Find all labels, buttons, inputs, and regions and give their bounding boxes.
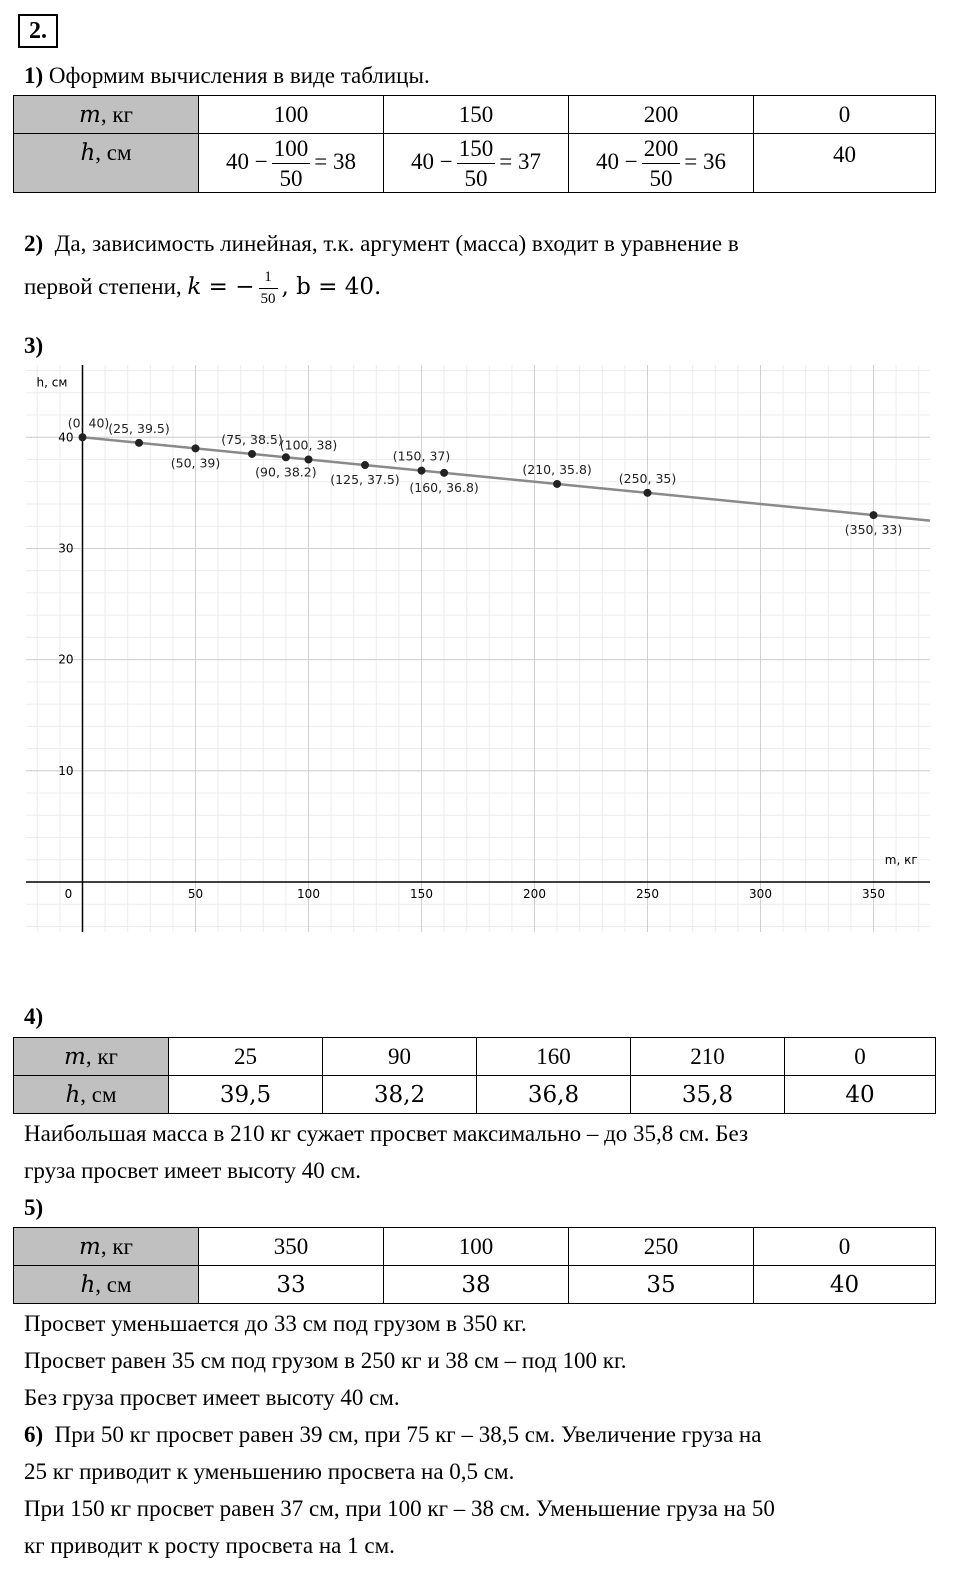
data-point <box>281 453 290 462</box>
x-tick-label: 150 <box>410 887 433 901</box>
point-label: (150, 37) <box>393 449 450 464</box>
point-label: (0, 40) <box>68 415 110 430</box>
table-cell: 150 <box>383 95 569 134</box>
table-cell: 350 <box>198 1227 384 1266</box>
data-point <box>869 511 878 520</box>
x-tick-label: 350 <box>862 887 885 901</box>
data-point <box>248 449 256 458</box>
y-tick-label: 10 <box>58 764 73 778</box>
row-header-m: m, кг <box>13 95 199 134</box>
tick-labels: 0 50 100 150 200 250 300 350 10 20 30 40 <box>58 430 885 901</box>
y-tick-label: 30 <box>58 541 73 555</box>
table-cell: 0 <box>784 1037 936 1076</box>
part1-intro: 1) Оформим вычисления в виде таблицы. <box>24 57 430 94</box>
y-axis-label: h, см <box>37 376 68 390</box>
part6-text3: При 150 кг просвет равен 37 см, при 100 … <box>24 1496 775 1521</box>
part1-label: 1) <box>24 63 44 88</box>
part5-text1: Просвет уменьшается до 33 см под грузом … <box>24 1311 527 1336</box>
data-point <box>304 455 313 464</box>
row-header-m: m, кг <box>13 1227 199 1266</box>
part2-line2: первой степени, k = −1 50, b = 40. <box>24 269 382 308</box>
data-point <box>440 468 449 477</box>
table-cell: 200 <box>568 95 754 134</box>
table-cell: 38,2 <box>322 1075 477 1114</box>
y-tick-label: 20 <box>58 653 73 667</box>
table-cell: 36,8 <box>476 1075 631 1114</box>
point-label: (210, 35.8) <box>522 462 591 477</box>
part4-text2: груза просвет имеет высоту 40 см. <box>24 1158 362 1183</box>
point-label: (75, 38.5) <box>221 432 282 447</box>
x-tick-label: 250 <box>636 887 659 901</box>
point-label: (250, 35) <box>619 471 676 486</box>
part4-text1: Наибольшая масса в 210 кг сужает просвет… <box>24 1121 749 1146</box>
table-cell: 160 <box>476 1037 631 1076</box>
formula-cell: 40 −150 50 = 37 <box>383 133 569 193</box>
table-cell: 90 <box>322 1037 477 1076</box>
part6-text1: 6) При 50 кг просвет равен 39 см, при 75… <box>24 1422 762 1447</box>
point-label: (50, 39) <box>171 455 221 470</box>
row-header-h: h, см <box>13 1265 199 1304</box>
row-header-m: m, кг <box>13 1037 169 1076</box>
table-cell: 210 <box>630 1037 785 1076</box>
table-4: m, кг 25 90 160 210 0 h, см 39,5 38,2 36… <box>13 1037 936 1114</box>
table-cell: 100 <box>383 1227 569 1266</box>
series-line <box>82 436 931 522</box>
part5-text3: Без груза просвет имеет высоту 40 см. <box>24 1385 400 1410</box>
table-cell: 40 <box>753 133 936 193</box>
point-label: (25, 39.5) <box>108 421 169 436</box>
line-chart: 0 50 100 150 200 250 300 350 10 20 30 40 h, см m, к… <box>26 365 931 932</box>
grid-minor <box>26 365 930 932</box>
row-header-h: h, см <box>13 133 199 193</box>
table-cell: 25 <box>168 1037 323 1076</box>
table-cell: 33 <box>198 1265 384 1304</box>
part3-label: 3) <box>24 333 44 358</box>
point-label: (90, 38.2) <box>255 464 316 479</box>
x-tick-label: 200 <box>523 887 546 901</box>
row-header-h: h, см <box>13 1075 169 1114</box>
table-cell: 250 <box>568 1227 754 1266</box>
part5-label: 5) <box>24 1195 44 1220</box>
data-points: (0, 40)(25, 39.5) (50, 39)(75, 38.5) (90, … <box>68 415 903 537</box>
x-tick-label: 50 <box>188 887 203 901</box>
part6-text4: кг приводит к росту просвета на 1 см. <box>24 1533 395 1558</box>
point-label: (160, 36.8) <box>409 480 478 495</box>
x-tick-label: 0 <box>65 887 73 901</box>
formula-cell: 40 −100 50 = 38 <box>198 133 384 193</box>
x-axis-label: m, кг <box>885 853 918 867</box>
table-cell: 39,5 <box>168 1075 323 1114</box>
part6-text2: 25 кг приводит к уменьшению просвета на … <box>24 1459 515 1484</box>
formula-cell: 40 −200 50 = 36 <box>568 133 754 193</box>
x-tick-label: 100 <box>297 887 320 901</box>
data-point <box>643 488 652 497</box>
data-point <box>78 433 87 442</box>
x-tick-label: 300 <box>749 887 772 901</box>
part1-text: Оформим вычисления в виде таблицы. <box>48 63 430 88</box>
data-point <box>417 466 426 475</box>
table-cell: 40 <box>784 1075 936 1114</box>
point-label: (100, 38) <box>280 438 337 453</box>
table-cell: 40 <box>753 1265 936 1304</box>
table-cell: 38 <box>383 1265 569 1304</box>
table-cell: 0 <box>753 95 936 134</box>
data-point <box>135 438 143 447</box>
table-cell: 100 <box>198 95 384 134</box>
table-cell: 35 <box>568 1265 754 1304</box>
y-tick-label: 40 <box>58 430 73 444</box>
part2-line1: 2) Да, зависимость линейная, т.к. аргуме… <box>24 231 739 256</box>
part2-label: 2) <box>24 231 44 256</box>
table-5: m, кг 350 100 250 0 h, см 33 38 35 40 <box>13 1227 936 1304</box>
part6-label: 6) <box>24 1422 44 1447</box>
data-point <box>191 444 200 453</box>
table-cell: 0 <box>753 1227 936 1266</box>
data-point <box>361 461 369 470</box>
table-cell: 35,8 <box>630 1075 785 1114</box>
point-label: (125, 37.5) <box>330 472 399 487</box>
part4-label: 4) <box>24 1004 44 1029</box>
data-point <box>553 479 562 488</box>
table-1: m, кг 100 150 200 0 h, см 40 −100 50 = 38 … <box>13 95 936 193</box>
part5-text2: Просвет равен 35 см под грузом в 250 кг … <box>24 1348 627 1373</box>
grid-major <box>26 365 930 932</box>
task-number: 2. <box>18 14 58 48</box>
point-label: (350, 33) <box>845 522 902 537</box>
